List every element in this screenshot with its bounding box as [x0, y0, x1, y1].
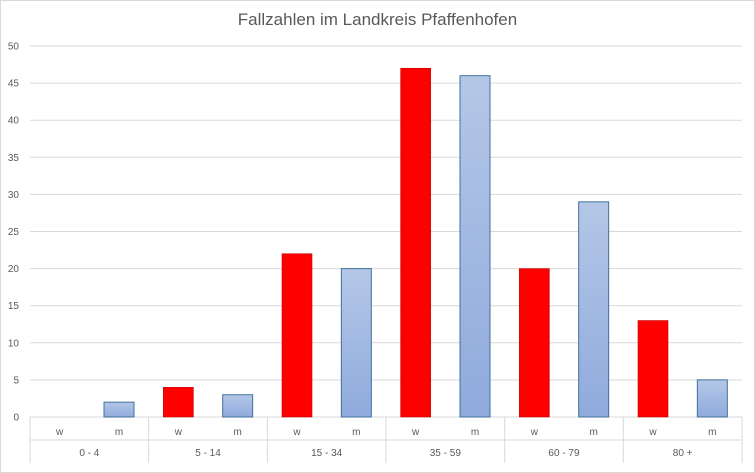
y-tick-label: 20 [8, 264, 20, 275]
y-tick-label: 40 [8, 116, 20, 127]
x-subcategory-label: m [352, 427, 360, 438]
y-tick-label: 50 [8, 42, 20, 53]
bar-female [519, 268, 550, 418]
bar-male [459, 75, 491, 418]
x-subcategory-label: w [55, 427, 64, 438]
y-tick-label: 25 [8, 227, 20, 238]
bars [103, 67, 728, 418]
x-group-label: 15 - 34 [311, 448, 343, 459]
x-subcategory-label: m [233, 427, 241, 438]
bar-male [340, 268, 372, 418]
x-group-label: 35 - 59 [430, 448, 462, 459]
chart-title: Fallzahlen im Landkreis Pfaffenhofen [237, 10, 518, 29]
x-subcategory-label: m [708, 427, 716, 438]
x-subcategory-label: w [530, 427, 539, 438]
bar-male [696, 379, 728, 418]
x-subcategory-label: w [411, 427, 420, 438]
x-group-label: 5 - 14 [195, 448, 221, 459]
x-subcategory-label: w [174, 427, 183, 438]
y-tick-label: 0 [13, 413, 19, 424]
x-subcategory-label: m [589, 427, 597, 438]
bar-male [103, 401, 135, 418]
x-group-label: 0 - 4 [79, 448, 99, 459]
bar-female [637, 320, 669, 418]
x-subcategory-label: m [115, 427, 123, 438]
y-tick-label: 45 [8, 79, 20, 90]
x-subcategory-label: w [292, 427, 301, 438]
y-tick-label: 5 [13, 375, 19, 386]
y-tick-label: 35 [8, 153, 20, 164]
x-subcategory-label: m [471, 427, 479, 438]
y-tick-label: 15 [8, 301, 20, 312]
x-subcategory-label: w [648, 427, 657, 438]
x-axis: w m 0 - 4 w m 5 - 14 w m 15 - 34 w m 35 - 59 w m 60 - … [29, 417, 743, 463]
bar-male [578, 201, 610, 418]
bar-female [400, 67, 431, 418]
bar-female [281, 253, 313, 418]
bar-male [222, 394, 254, 418]
x-group-label: 80 + [673, 448, 693, 459]
bar-female [163, 387, 194, 418]
y-tick-label: 30 [8, 190, 20, 201]
y-axis-ticks: 0 5 10 15 20 25 30 35 40 45 50 [8, 42, 20, 424]
x-group-label: 60 - 79 [548, 448, 580, 459]
gridlines [30, 45, 742, 418]
y-tick-label: 10 [8, 338, 20, 349]
